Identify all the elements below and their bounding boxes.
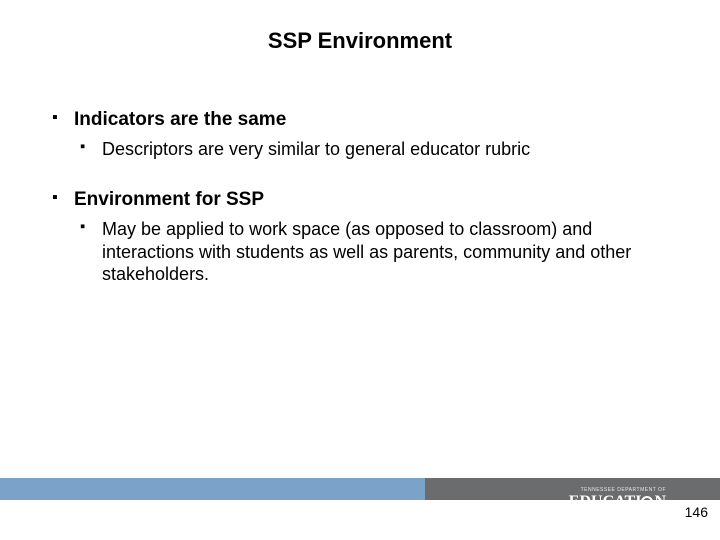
bullet-level2: May be applied to work space (as opposed… (80, 218, 680, 286)
bullet-text: Indicators are the same (74, 109, 286, 130)
bullet-level1: Indicators are the same (52, 108, 680, 132)
slide-title: SSP Environment (0, 28, 720, 54)
logo-letter: C (603, 493, 615, 510)
logo-ring-icon (641, 496, 653, 508)
education-logo: TENNESSEE DEPARTMENT OF EDUCATIN (569, 488, 666, 510)
bullet-text: May be applied to work space (as opposed… (102, 219, 631, 284)
logo-letter: T (625, 493, 636, 510)
slide: SSP Environment Indicators are the same … (0, 0, 720, 540)
logo-letter: U (591, 493, 603, 510)
logo-letter: A (614, 493, 624, 510)
logo-letter: D (579, 493, 591, 510)
bullet-text: Descriptors are very similar to general … (102, 139, 530, 159)
page-number: 146 (685, 504, 708, 520)
footer-blue-segment (0, 478, 425, 500)
bullet-group: Indicators are the same Descriptors are … (52, 108, 680, 160)
logo-wordmark: EDUCATIN (569, 494, 666, 510)
bullet-group: Environment for SSP May be applied to wo… (52, 188, 680, 285)
bullet-level1: Environment for SSP (52, 188, 680, 212)
bullet-text: Environment for SSP (74, 189, 264, 210)
slide-body: Indicators are the same Descriptors are … (52, 108, 680, 314)
logo-letter: N (654, 493, 666, 510)
bullet-level2: Descriptors are very similar to general … (80, 138, 680, 161)
logo-letter: E (569, 493, 580, 510)
